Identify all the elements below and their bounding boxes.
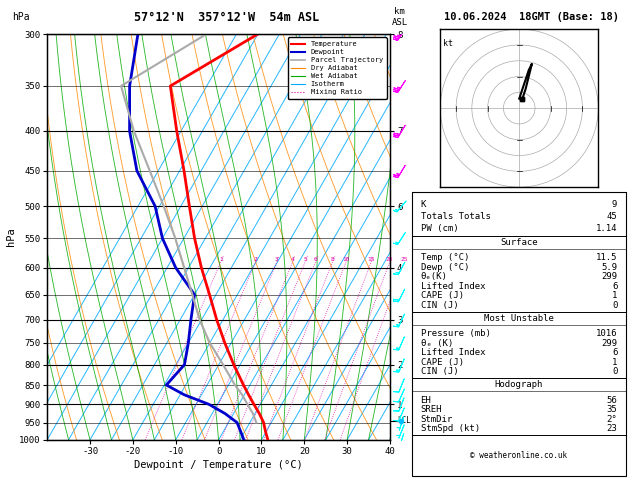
Text: 1016: 1016	[596, 330, 617, 338]
Text: 0: 0	[612, 367, 617, 376]
Text: LCL: LCL	[397, 417, 411, 425]
Text: CAPE (J): CAPE (J)	[421, 291, 464, 300]
Text: 1.14: 1.14	[596, 224, 617, 233]
Text: 15: 15	[367, 257, 375, 262]
Text: 56: 56	[606, 396, 617, 404]
Text: Dewp (°C): Dewp (°C)	[421, 263, 469, 272]
Text: © weatheronline.co.uk: © weatheronline.co.uk	[470, 451, 567, 460]
Text: 1: 1	[219, 257, 223, 262]
Text: 5: 5	[303, 257, 307, 262]
Text: 8: 8	[331, 257, 335, 262]
Text: StmSpd (kt): StmSpd (kt)	[421, 424, 480, 433]
Text: hPa: hPa	[13, 12, 30, 22]
Y-axis label: hPa: hPa	[6, 227, 16, 246]
Text: 5.9: 5.9	[601, 263, 617, 272]
Text: Totals Totals: Totals Totals	[421, 212, 491, 221]
Text: 6: 6	[314, 257, 318, 262]
Text: SREH: SREH	[421, 405, 442, 414]
Text: 1: 1	[612, 291, 617, 300]
Text: 20: 20	[386, 257, 393, 262]
Text: CIN (J): CIN (J)	[421, 367, 458, 376]
Text: 6: 6	[612, 282, 617, 291]
Text: Surface: Surface	[500, 238, 538, 247]
Text: Most Unstable: Most Unstable	[484, 313, 554, 323]
Text: 2°: 2°	[606, 415, 617, 424]
Text: 11.5: 11.5	[596, 253, 617, 262]
Text: 299: 299	[601, 272, 617, 281]
Text: CIN (J): CIN (J)	[421, 301, 458, 310]
Text: 4: 4	[291, 257, 294, 262]
X-axis label: Dewpoint / Temperature (°C): Dewpoint / Temperature (°C)	[134, 460, 303, 470]
Text: 45: 45	[606, 212, 617, 221]
Text: 35: 35	[606, 405, 617, 414]
Text: Hodograph: Hodograph	[495, 380, 543, 389]
Text: θₑ (K): θₑ (K)	[421, 339, 453, 347]
Text: PW (cm): PW (cm)	[421, 224, 458, 233]
Text: km
ASL: km ASL	[391, 7, 408, 27]
Text: 2: 2	[253, 257, 257, 262]
Text: Lifted Index: Lifted Index	[421, 282, 485, 291]
Text: kt: kt	[443, 39, 454, 48]
Text: Lifted Index: Lifted Index	[421, 348, 485, 357]
Text: 6: 6	[612, 348, 617, 357]
Text: 25: 25	[401, 257, 408, 262]
Text: 0: 0	[612, 301, 617, 310]
Text: 9: 9	[612, 200, 617, 209]
Text: 3: 3	[275, 257, 279, 262]
Text: EH: EH	[421, 396, 431, 404]
Text: CAPE (J): CAPE (J)	[421, 358, 464, 367]
Text: θₑ(K): θₑ(K)	[421, 272, 447, 281]
Text: 23: 23	[606, 424, 617, 433]
Text: 1: 1	[612, 358, 617, 367]
Text: Temp (°C): Temp (°C)	[421, 253, 469, 262]
Text: StmDir: StmDir	[421, 415, 453, 424]
Text: K: K	[421, 200, 426, 209]
Text: Pressure (mb): Pressure (mb)	[421, 330, 491, 338]
Text: 10.06.2024  18GMT (Base: 18): 10.06.2024 18GMT (Base: 18)	[444, 12, 619, 22]
Text: 299: 299	[601, 339, 617, 347]
Text: 10: 10	[342, 257, 350, 262]
Text: 57°12'N  357°12'W  54m ASL: 57°12'N 357°12'W 54m ASL	[134, 11, 319, 23]
Legend: Temperature, Dewpoint, Parcel Trajectory, Dry Adiabat, Wet Adiabat, Isotherm, Mi: Temperature, Dewpoint, Parcel Trajectory…	[288, 37, 386, 99]
